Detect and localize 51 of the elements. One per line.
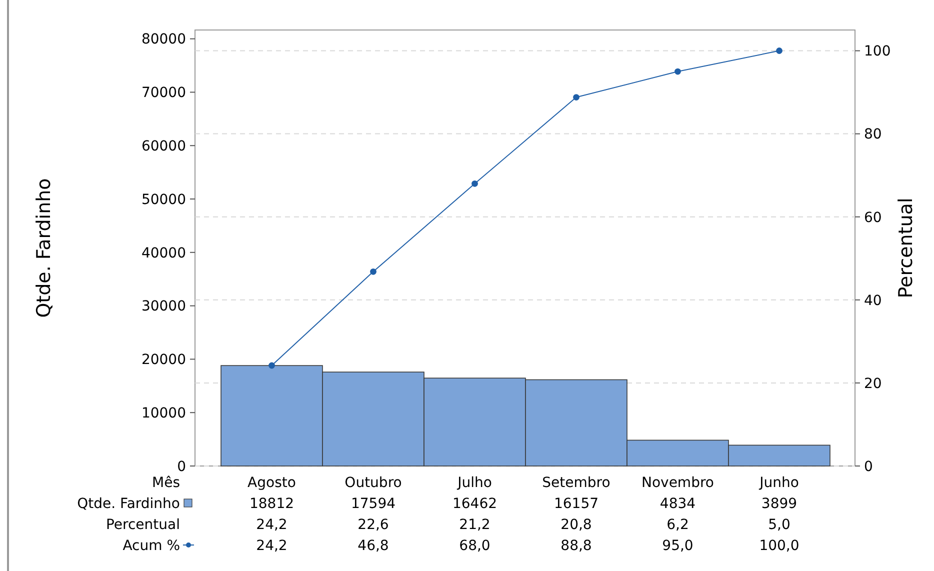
data-label: 16157: [554, 496, 599, 512]
x-tick-label: Outubro: [344, 474, 402, 491]
y-tick-label: 50000: [141, 192, 186, 208]
y-tick-label: 20000: [141, 352, 186, 368]
y2-tick-label: 80: [864, 126, 882, 143]
data-label: 95,0: [662, 538, 694, 554]
y-tick-label: 70000: [141, 85, 186, 102]
legend-label: Qtde. Fardinho: [77, 496, 180, 512]
data-label: 100,0: [759, 538, 800, 554]
data-label: 18812: [249, 496, 294, 512]
text: Percentual: [106, 516, 180, 533]
text: 20,8: [560, 516, 592, 533]
y-tick-label: 0: [177, 458, 186, 475]
y-tick-label: 30000: [141, 298, 186, 315]
data-label: 16462: [452, 496, 498, 512]
x-tick-label: Julho: [456, 474, 492, 491]
y2-tick-label: 20: [864, 376, 882, 392]
x-tick-label: Junho: [758, 474, 799, 491]
text: 21,2: [459, 516, 490, 533]
text: 22,6: [358, 516, 389, 533]
point: [573, 94, 580, 100]
y-tick-label: 10000: [141, 406, 186, 422]
point: [268, 362, 275, 369]
text: 24,2: [256, 516, 288, 533]
point: [674, 68, 681, 75]
x-tick-label: Novembro: [642, 474, 714, 491]
x-tick-label: Agosto: [248, 474, 296, 491]
point: [776, 48, 782, 54]
data-label: 68,0: [459, 538, 490, 554]
y-tick-label: 40000: [141, 245, 186, 262]
y2-tick-label: 60: [864, 210, 882, 226]
data-label: 4834: [660, 496, 696, 512]
data-label: 17594: [350, 496, 396, 512]
y2-tick-label: 40: [864, 292, 882, 309]
y2-tick-label: 0: [864, 458, 873, 475]
text: 5,0: [768, 516, 790, 533]
x-axis-title: Mês: [152, 474, 180, 491]
y2-axis-title: Percentual: [895, 198, 917, 298]
data-label: 88,8: [560, 538, 592, 554]
y-tick-label: 80000: [141, 32, 186, 48]
data-label: 3899: [761, 496, 798, 512]
point: [472, 180, 478, 187]
data-label: 24,2: [256, 538, 288, 554]
legend-label: Acum %: [122, 538, 180, 554]
y2-tick-label: 100: [864, 44, 891, 60]
y-tick-label: 60000: [141, 138, 186, 155]
x-tick-label: Setembro: [542, 474, 610, 491]
y-axis-title: Qtde. Fardinho: [33, 178, 55, 318]
text: 6,2: [666, 516, 689, 533]
data-label: 46,8: [358, 538, 389, 554]
point: [370, 268, 376, 275]
